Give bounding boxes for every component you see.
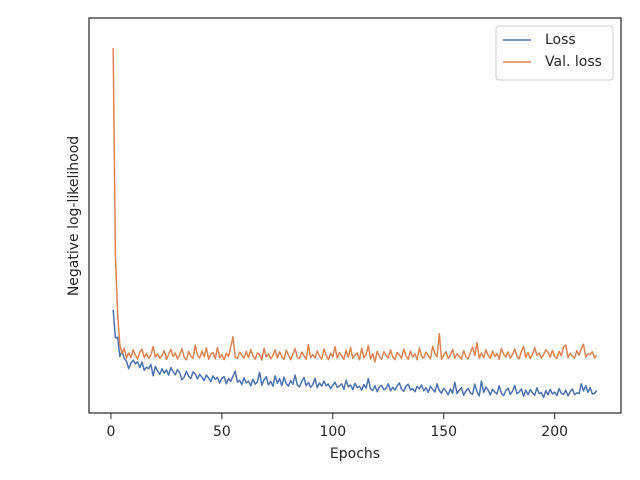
x-axis-label: Epochs xyxy=(330,446,380,462)
y-axis-label: Negative log-likelihood xyxy=(66,136,82,296)
x-tick-label: 100 xyxy=(319,424,346,440)
x-tick-label: 0 xyxy=(107,424,116,440)
legend-label: Loss xyxy=(545,32,576,48)
x-tick-label: 50 xyxy=(213,424,231,440)
legend-label: Val. loss xyxy=(545,54,602,70)
x-tick-label: 200 xyxy=(541,424,568,440)
line-series xyxy=(112,309,598,399)
x-tick-label: 150 xyxy=(430,424,457,440)
line-series xyxy=(112,48,598,363)
plot-frame xyxy=(88,17,622,414)
